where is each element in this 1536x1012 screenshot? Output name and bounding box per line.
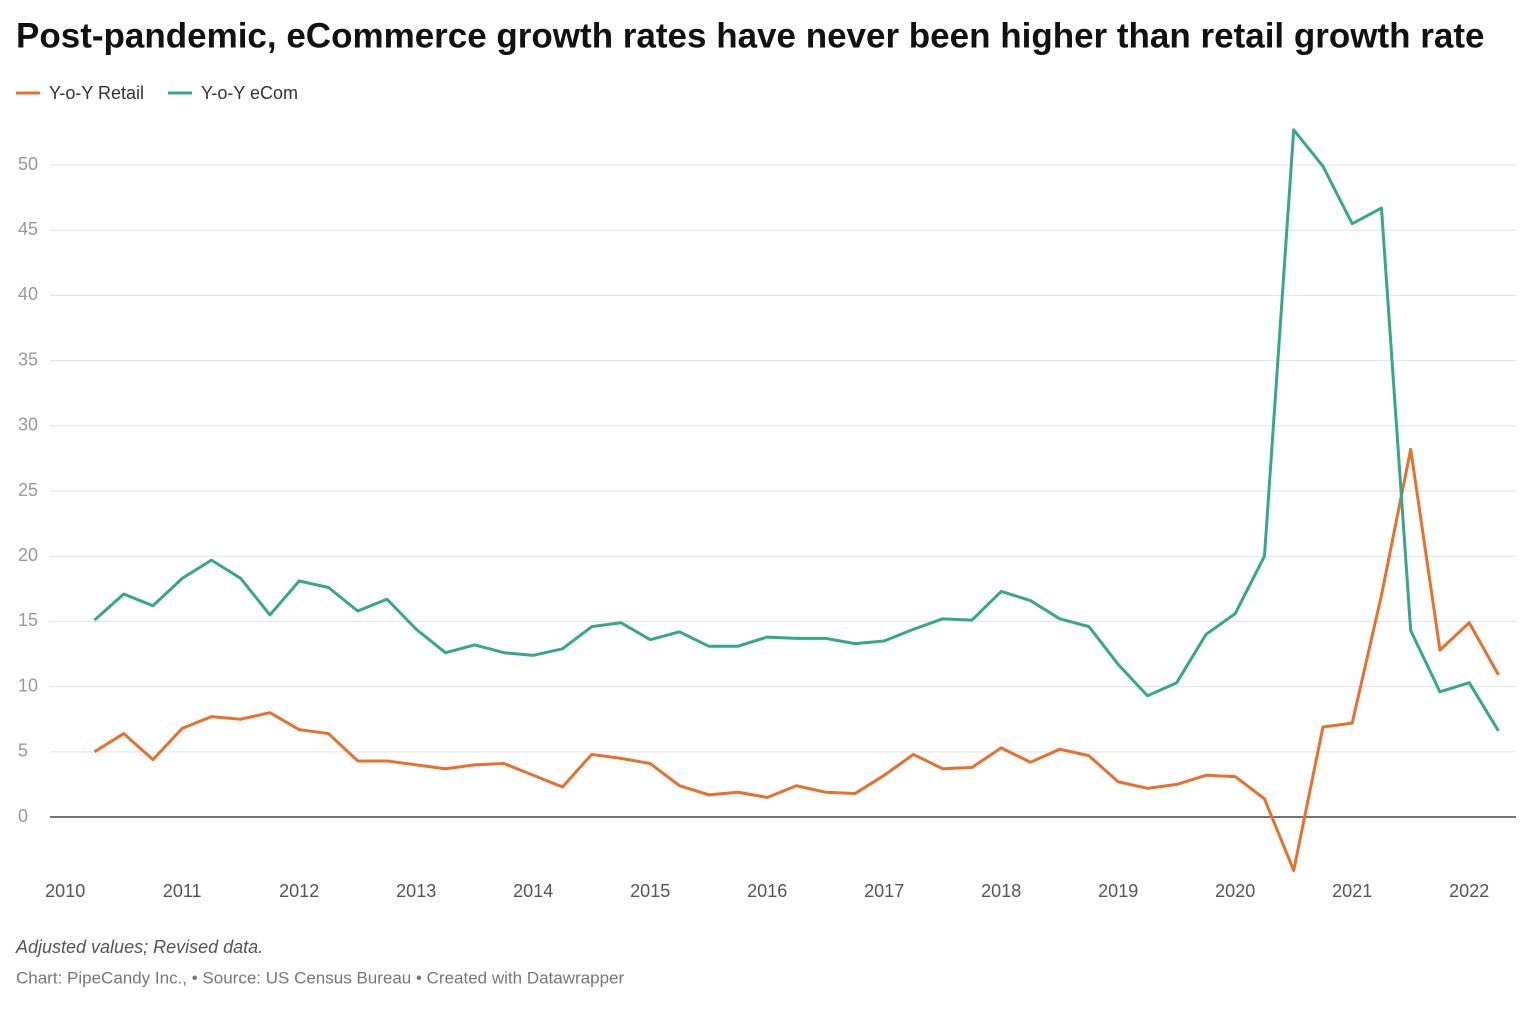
- y-tick-label: 25: [18, 480, 38, 500]
- source: Chart: PipeCandy Inc., • Source: US Cens…: [16, 968, 624, 987]
- x-tick-label: 2020: [1215, 881, 1255, 901]
- x-tick-label: 2019: [1098, 881, 1138, 901]
- y-tick-label: 5: [18, 741, 28, 761]
- legend-label: Y-o-Y eCom: [201, 83, 298, 103]
- chart-title: Post-pandemic, eCommerce growth rates ha…: [16, 16, 1484, 55]
- y-tick-label: 20: [18, 545, 38, 565]
- series-line: [93, 447, 1500, 872]
- y-tick-label: 40: [18, 284, 38, 304]
- x-tick-label: 2011: [163, 881, 202, 901]
- y-tick-label: 10: [18, 675, 38, 695]
- y-tick-label: 0: [18, 806, 28, 826]
- x-tick-label: 2013: [396, 881, 436, 901]
- legend-label: Y-o-Y Retail: [49, 83, 144, 103]
- x-tick-label: 2022: [1449, 881, 1489, 901]
- y-tick-label: 45: [18, 219, 38, 239]
- y-tick-label: 35: [18, 349, 38, 369]
- x-tick-label: 2016: [747, 881, 787, 901]
- note: Adjusted values; Revised data.: [15, 937, 263, 957]
- x-tick-label: 2010: [45, 881, 85, 901]
- y-tick-label: 30: [18, 415, 38, 435]
- series-line: [93, 128, 1500, 732]
- x-tick-label: 2018: [981, 881, 1021, 901]
- x-tick-label: 2012: [279, 881, 319, 901]
- x-tick-label: 2017: [864, 881, 904, 901]
- y-tick-label: 50: [18, 154, 38, 174]
- x-tick-label: 2014: [513, 881, 553, 901]
- x-tick-label: 2015: [630, 881, 670, 901]
- y-tick-label: 15: [18, 610, 38, 630]
- x-tick-label: 2021: [1332, 881, 1372, 901]
